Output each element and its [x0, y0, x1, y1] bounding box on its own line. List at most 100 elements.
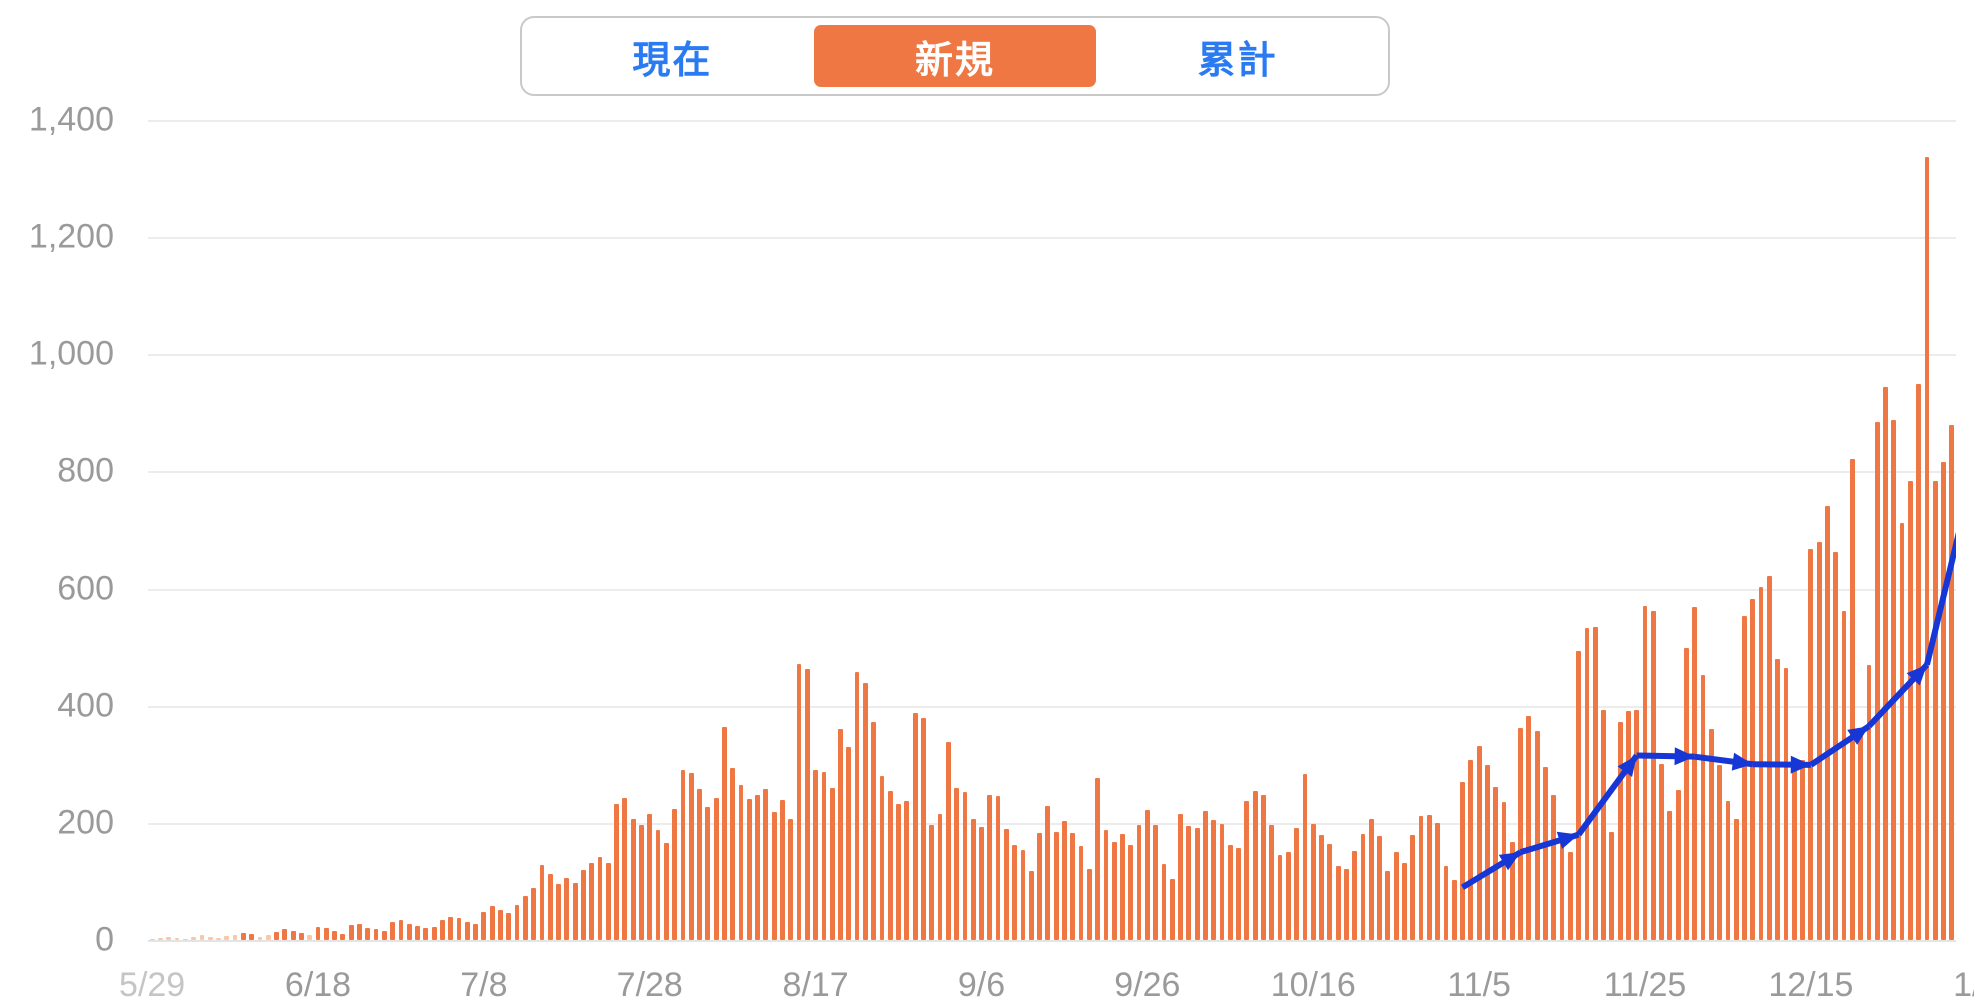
bar [1916, 384, 1922, 940]
bar [257, 936, 263, 940]
bar [738, 785, 744, 940]
bar [1402, 863, 1407, 940]
bar [415, 925, 420, 940]
bar [1186, 825, 1192, 940]
tab-genzai[interactable]: 現在 [531, 25, 814, 87]
bar [688, 772, 694, 940]
bar [1493, 787, 1499, 940]
bar [1949, 424, 1955, 940]
bar [721, 727, 727, 940]
bar [755, 794, 760, 940]
bar [1808, 548, 1814, 940]
bar [1062, 820, 1067, 940]
bar [639, 824, 644, 940]
bar [1144, 809, 1150, 940]
bar [1203, 810, 1208, 940]
bar [265, 935, 271, 940]
bar [1567, 852, 1573, 940]
bar [1592, 627, 1598, 940]
bar [622, 797, 628, 940]
bar [937, 813, 943, 940]
bar [1742, 615, 1747, 940]
y-tick-0: 0 [95, 920, 114, 959]
bar [879, 776, 885, 940]
bar [763, 788, 769, 940]
bar [1667, 810, 1673, 940]
y-tick-600: 600 [57, 569, 114, 608]
bar [1526, 715, 1532, 940]
bar [1393, 851, 1399, 940]
bar [1368, 819, 1374, 940]
bar [556, 883, 561, 940]
bar [1244, 800, 1250, 940]
x-tick-5-29: 5/29 [119, 966, 186, 1002]
bar [1003, 829, 1009, 940]
gridline-1200 [148, 237, 1956, 240]
bar [1601, 710, 1606, 940]
bar [713, 797, 719, 940]
bar [1551, 795, 1557, 940]
bar [431, 927, 437, 940]
bar [1874, 422, 1880, 940]
bar [506, 913, 512, 940]
bar [1236, 848, 1241, 940]
gridline-800 [148, 471, 1956, 474]
bar [240, 932, 246, 940]
bar [821, 771, 827, 940]
bar [539, 865, 545, 940]
bar [788, 819, 794, 940]
bar [1576, 650, 1582, 940]
bar [158, 938, 163, 940]
bar [473, 924, 478, 940]
bar [398, 920, 404, 940]
bar [514, 904, 520, 940]
bar [655, 829, 661, 940]
bar [962, 791, 968, 940]
bar [1858, 733, 1864, 940]
y-tick-800: 800 [57, 451, 114, 490]
bar [1385, 871, 1391, 940]
bar [846, 746, 852, 940]
bar [481, 911, 487, 940]
bar [1012, 844, 1018, 940]
bar [207, 937, 213, 940]
bar [1053, 831, 1059, 940]
bar [954, 787, 959, 940]
bar [1783, 667, 1789, 940]
bar [904, 801, 910, 940]
bar-series [148, 120, 1956, 940]
bar [1111, 841, 1117, 940]
bar [1169, 878, 1175, 940]
bar [1302, 774, 1308, 940]
bar [1800, 759, 1805, 940]
bar [1418, 816, 1424, 940]
bar [1758, 587, 1764, 940]
bar [1543, 766, 1548, 940]
bar [440, 919, 445, 940]
bar [166, 937, 172, 940]
bar [896, 803, 901, 940]
bar [605, 863, 611, 940]
bar [1932, 480, 1938, 940]
x-tick-10-16: 10/16 [1270, 966, 1356, 1002]
bar [531, 888, 537, 940]
bar [381, 930, 387, 940]
bar [1559, 835, 1565, 940]
bar [1294, 828, 1300, 940]
bar [249, 934, 255, 940]
bar [1153, 824, 1159, 940]
bar [1377, 835, 1382, 940]
bar [921, 718, 926, 940]
bar [1476, 746, 1482, 940]
bar [174, 937, 180, 940]
tab-shinki[interactable]: 新規 [813, 25, 1097, 87]
bar [1625, 711, 1631, 940]
bar [1642, 606, 1648, 940]
tab-ruikei[interactable]: 累計 [1096, 25, 1379, 87]
bar [1841, 611, 1847, 940]
bar [1178, 814, 1183, 940]
bar [365, 927, 371, 940]
y-tick-1000: 1,000 [28, 334, 114, 373]
bar [995, 795, 1001, 940]
